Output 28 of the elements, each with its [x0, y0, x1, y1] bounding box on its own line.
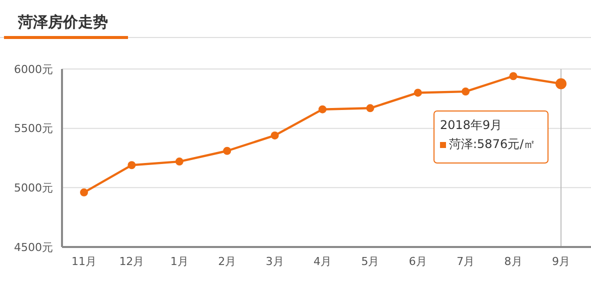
point: [175, 158, 184, 166]
point: [80, 188, 88, 196]
y-tick-label: 5500元: [14, 122, 53, 136]
y-tick-label: 5000元: [14, 182, 53, 195]
y-tick-label: 4500元: [14, 240, 53, 254]
annotation: 菏泽:5876元/㎡: [449, 137, 536, 151]
x-tick-label: 3月: [266, 255, 284, 268]
x-tick-label: 4月: [314, 255, 332, 268]
point: [414, 88, 422, 97]
x-tick-label: 12月: [119, 255, 144, 268]
point: [509, 72, 518, 80]
x-tick-label: 7月: [456, 255, 475, 268]
x-tick-label: 8月: [504, 255, 522, 268]
x-tick-label: 2月: [218, 255, 236, 268]
chart-title: 菏泽房价走势: [17, 13, 108, 31]
x-tick-label: 6月: [408, 255, 427, 268]
annotation: 2018年9月: [440, 118, 502, 132]
point: [223, 146, 232, 155]
y-tick-label: 6000元: [14, 62, 53, 76]
x-tick-label: 11月: [72, 255, 96, 268]
x-tick-label: 1月: [170, 255, 188, 268]
x-tick-label: 5月: [361, 255, 380, 268]
x-tick-label: 9月: [552, 255, 570, 268]
point: [128, 161, 136, 170]
point: [318, 105, 326, 114]
point: [462, 88, 470, 96]
point: [366, 104, 374, 112]
point: [270, 131, 279, 140]
